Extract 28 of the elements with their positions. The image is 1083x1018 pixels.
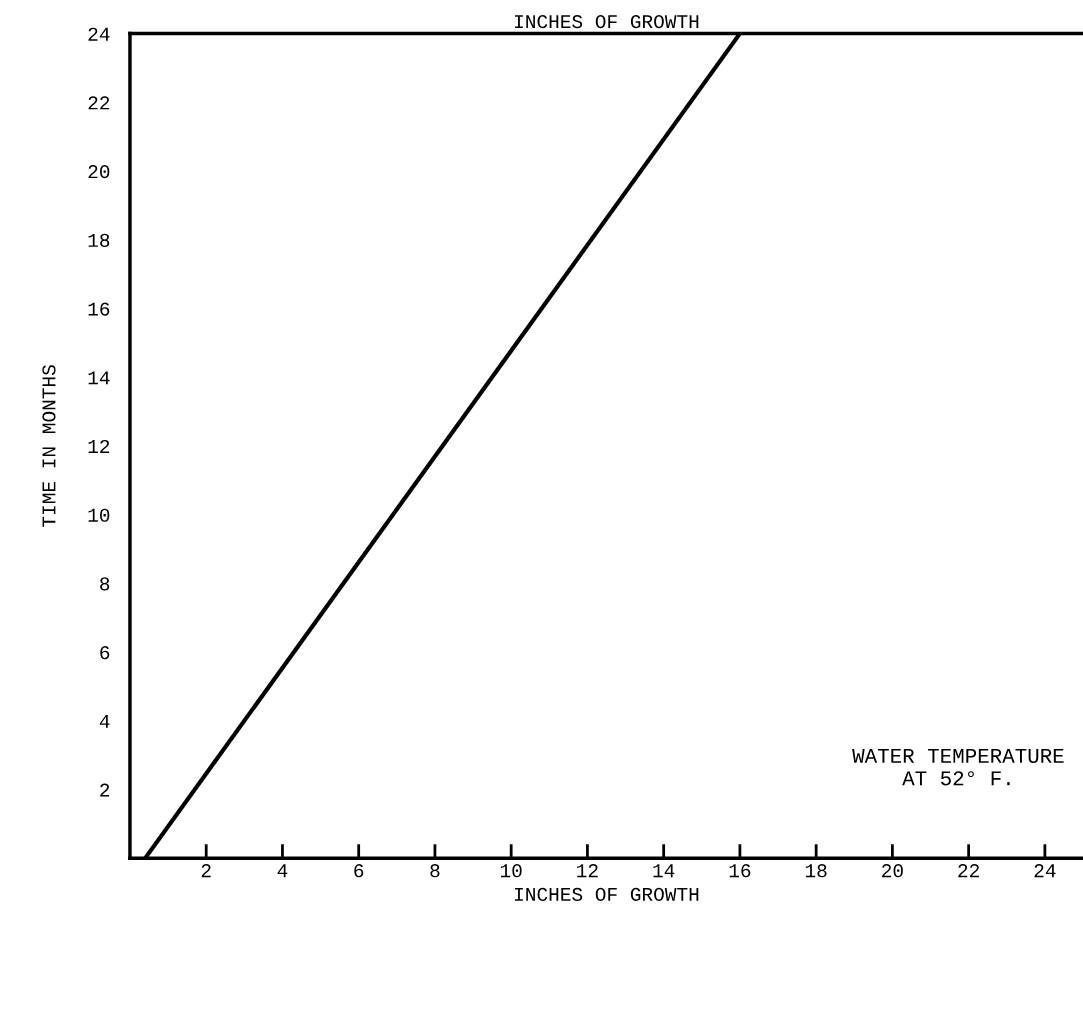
x-tick-label: 6 (354, 864, 364, 878)
x-tick-label: 20 (882, 864, 903, 878)
annotation: WATER TEMPERATURE AT 52° F. (852, 749, 1064, 786)
y-tick-label: 20 (88, 165, 110, 179)
x-tick-label: 14 (653, 864, 675, 878)
x-tick-label: 4 (277, 864, 288, 878)
y-tick-label: 4 (99, 714, 110, 728)
x-tick-label: 18 (805, 864, 827, 878)
y-tick-label: 14 (88, 371, 110, 385)
x-tick-label: 22 (958, 864, 979, 878)
y-tick-label: 12 (88, 439, 110, 453)
y-tick-label: 10 (88, 508, 110, 522)
y-tick-label: 24 (88, 27, 110, 41)
y-tick-label: 8 (100, 577, 110, 591)
y-tick-label: 6 (100, 646, 110, 660)
y-tick-label: 2 (100, 783, 110, 797)
y-tick-label: 16 (88, 302, 110, 316)
x-tick-label: 16 (729, 864, 751, 878)
x-tick-label: 10 (500, 864, 522, 878)
x-tick-label: 2 (201, 864, 211, 878)
y-tick-label: 18 (88, 233, 110, 247)
x-tick-label: 12 (577, 864, 598, 878)
chart-title: INCHES OF GROWTH (515, 15, 699, 29)
y-tick-label: 22 (88, 96, 110, 110)
x-axis-title: INCHES OF GROWTH (515, 887, 699, 901)
y-axis-title: TIME IN MONTHS (42, 365, 56, 527)
x-tick-label: 8 (430, 864, 440, 878)
x-tick-label: 24 (1034, 864, 1056, 878)
